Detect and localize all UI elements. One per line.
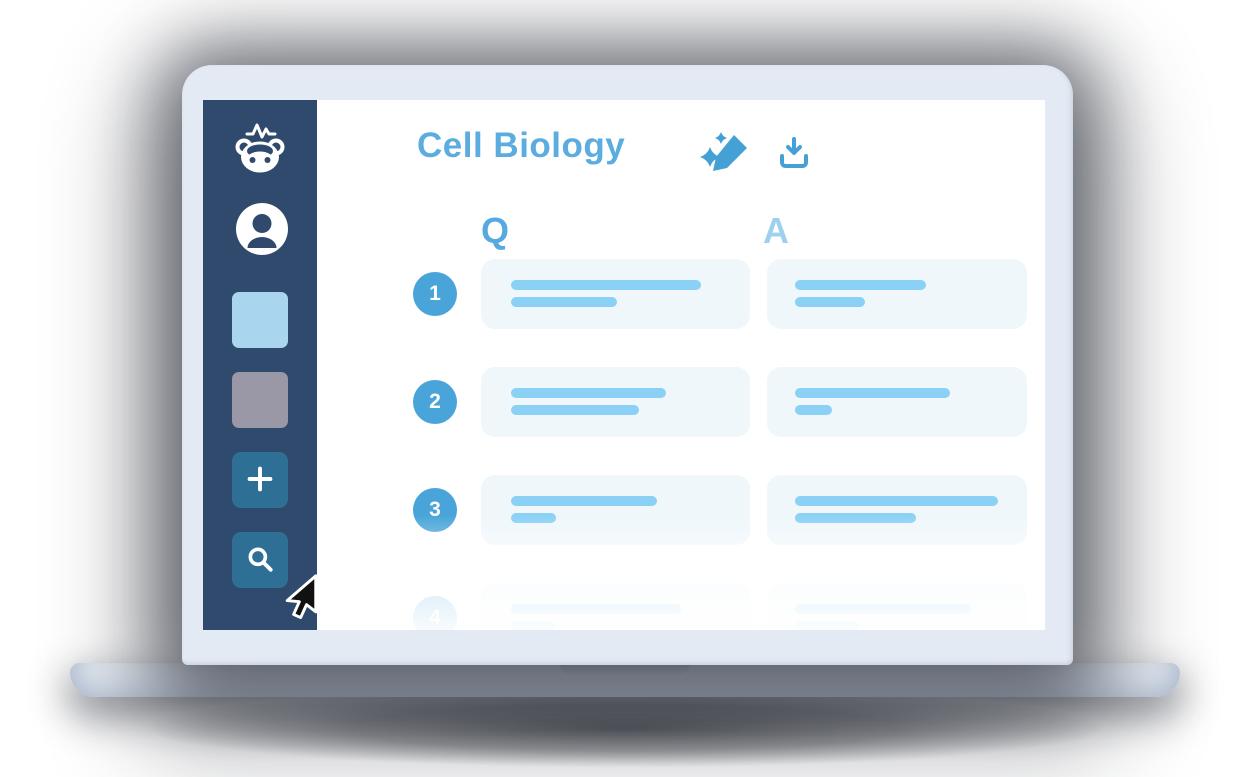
answer-placeholder-line	[795, 405, 832, 415]
app-screen: Cell Biology Q A 1	[203, 100, 1045, 630]
answer-placeholder-line	[795, 496, 998, 506]
answer-card[interactable]	[767, 583, 1027, 630]
answer-card[interactable]	[767, 475, 1027, 545]
row-number-badge: 1	[413, 272, 457, 316]
answer-placeholder-line	[795, 513, 916, 523]
user-avatar[interactable]	[236, 203, 288, 255]
question-placeholder-line	[511, 513, 556, 523]
sidebar-item-blue-deck[interactable]	[232, 292, 288, 348]
add-button[interactable]	[232, 452, 288, 508]
mouse-cursor-icon	[278, 574, 324, 622]
question-column-header: Q	[481, 210, 510, 251]
answer-placeholder-line	[795, 388, 950, 398]
question-placeholder-line	[511, 604, 681, 614]
question-card[interactable]	[481, 583, 750, 630]
question-card[interactable]	[481, 475, 750, 545]
answer-placeholder-line	[795, 604, 971, 614]
plus-icon	[245, 464, 275, 497]
sidebar-item-gray-deck[interactable]	[232, 372, 288, 428]
row-number-badge: 4	[413, 596, 457, 630]
row-number-badge: 2	[413, 380, 457, 424]
question-placeholder-line	[511, 621, 555, 630]
question-card[interactable]	[481, 367, 750, 437]
answer-card[interactable]	[767, 367, 1027, 437]
question-placeholder-line	[511, 280, 701, 290]
answer-placeholder-line	[795, 297, 865, 307]
flashcard-row: 1	[317, 259, 1045, 329]
magic-edit-icon[interactable]	[700, 130, 752, 174]
laptop-base-notch	[560, 663, 690, 676]
download-icon[interactable]	[776, 135, 812, 171]
answer-placeholder-line	[795, 621, 859, 630]
answer-placeholder-line	[795, 280, 926, 290]
sidebar	[203, 100, 317, 630]
laptop-screen-frame: Cell Biology Q A 1	[182, 65, 1073, 665]
answer-card[interactable]	[767, 259, 1027, 329]
flashcard-row: 2	[317, 367, 1045, 437]
question-placeholder-line	[511, 297, 617, 307]
question-placeholder-line	[511, 388, 666, 398]
question-placeholder-line	[511, 405, 639, 415]
question-card[interactable]	[481, 259, 750, 329]
flashcard-rows: 1 2 3 4	[317, 259, 1045, 630]
flashcard-row: 4	[317, 583, 1045, 630]
answer-column-header: A	[763, 210, 789, 251]
search-button[interactable]	[232, 532, 288, 588]
deck-panel: Cell Biology Q A 1	[317, 100, 1045, 630]
laptop-base	[70, 663, 1180, 697]
robot-logo-icon	[232, 120, 288, 178]
flashcard-row: 3	[317, 475, 1045, 545]
row-number-badge: 3	[413, 488, 457, 532]
floor-shadow	[140, 688, 1110, 768]
page-title: Cell Biology	[417, 126, 626, 165]
question-placeholder-line	[511, 496, 657, 506]
search-icon	[245, 544, 275, 577]
